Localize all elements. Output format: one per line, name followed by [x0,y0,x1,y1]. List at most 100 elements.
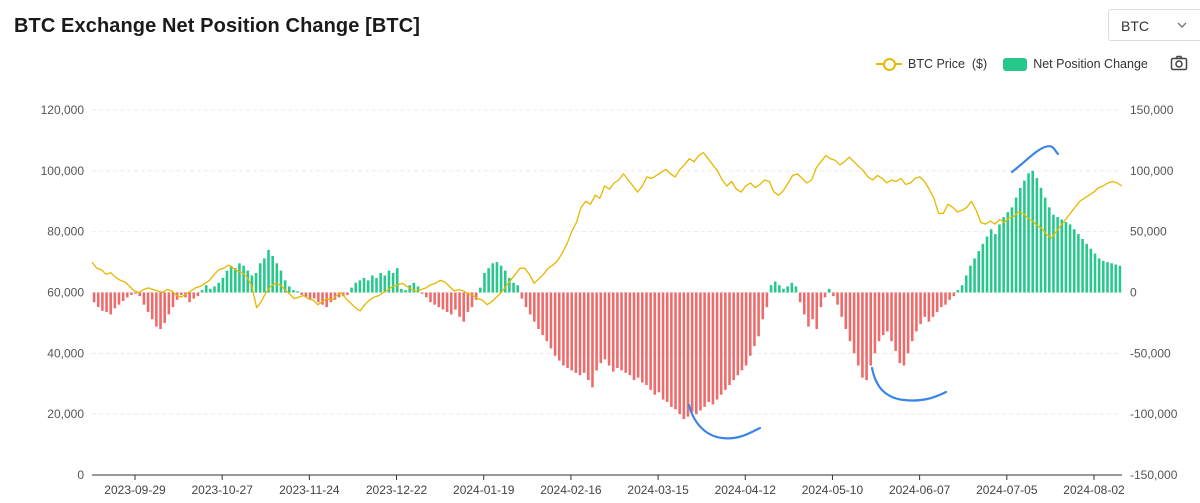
net-position-bar [383,275,387,293]
left-axis-tick-label: 120,000 [41,103,85,117]
net-position-bar [300,292,304,295]
legend-item-net[interactable]: Net Position Change [1003,57,1148,71]
net-position-bar [682,292,686,420]
net-position-bar [915,292,918,332]
net-position-bar [1048,207,1051,293]
net-position-bar [371,275,374,293]
net-position-bar [159,292,162,329]
net-position-bar [437,292,441,308]
net-position-bar [840,292,843,317]
net-position-bar [611,292,615,372]
net-position-bar [420,292,424,294]
net-position-bar [379,273,382,293]
net-position-bar [566,292,569,368]
asset-selector-value: BTC [1121,18,1149,34]
net-position-bar [1056,217,1059,293]
net-position-bar [121,292,125,302]
net-position-bar [744,292,748,366]
net-position-bar [1085,243,1088,293]
net-position-bar [1106,262,1109,293]
legend-label-price: BTC Price ($) [908,57,988,71]
btc-price-line [91,151,1123,312]
net-position-bar [906,292,910,354]
asset-selector[interactable]: BTC [1108,9,1200,41]
net-position-bar [317,292,320,303]
net-position-bar [1081,238,1084,293]
legend-label-net: Net Position Change [1033,57,1148,71]
net-position-bar [312,292,316,299]
net-position-bar [574,292,578,373]
net-position-bar [703,292,706,407]
chevron-down-icon [1175,18,1189,37]
net-position-bar [483,273,486,293]
net-position-bar [275,263,279,293]
x-axis-tick-label: 2023-09-29 [104,483,166,497]
net-position-bar [105,292,108,312]
net-position-bar [765,292,769,308]
net-position-bar [994,234,997,293]
net-position-bar [1027,173,1030,293]
net-position-bar [707,292,711,402]
left-axis-tick-label: 0 [77,468,84,482]
net-position-bar [109,292,112,315]
left-axis-tick-label: 60,000 [47,286,84,300]
net-position-bar [956,290,960,293]
net-position-bar [553,292,557,356]
legend-item-price[interactable]: BTC Price ($) [876,57,987,71]
net-position-bar [641,292,644,383]
net-position-bar [200,290,204,293]
net-position-bar [794,286,798,293]
net-position-bar [229,265,233,293]
net-position-bar [836,292,839,305]
net-position-bar [321,292,324,305]
legend-swatch-net [1003,57,1028,71]
net-position-bar [1097,258,1101,293]
net-position-bar [412,282,416,293]
net-position-bar [325,292,328,308]
net-position-bar [246,270,250,293]
net-position-bar [861,292,864,378]
net-position-bar [1060,219,1064,293]
net-position-bar [271,256,274,293]
net-position-bar [690,292,694,412]
camera-icon[interactable] [1170,55,1188,76]
net-position-bar [163,292,166,323]
net-position-bar [1072,229,1076,293]
net-position-bar [632,292,636,381]
net-position-bar [92,292,96,303]
net-position-bar [607,292,611,366]
net-position-bar [591,292,594,388]
net-position-bar [1010,207,1014,293]
net-position-bar [96,292,100,308]
chart-legend: BTC Price ($) Net Position Change [876,54,1164,74]
net-position-bar [732,292,735,381]
net-position-bar [1006,212,1010,293]
net-position-bar [902,292,906,366]
net-position-bar [429,292,432,303]
net-position-bar [454,292,457,310]
net-position-bar [645,292,648,385]
net-position-bar [400,288,403,293]
x-axis-tick-label: 2024-05-10 [802,483,864,497]
net-position-bar [1077,234,1080,293]
net-position-bar [188,292,191,303]
annotation-layer [687,145,1060,440]
net-position-bar [225,270,229,293]
net-position-bar [649,292,652,390]
net-position-bar [134,292,137,294]
right-axis-tick-label: 50,000 [1130,225,1167,239]
net-position-bar [1002,217,1005,293]
net-position-bar [279,270,283,293]
net-position-bar [964,275,968,293]
net-position-bar [815,292,819,329]
net-position-bar [636,292,640,378]
net-position-bar [736,292,740,376]
net-position-bar [213,286,216,293]
x-axis-tick-label: 2024-02-16 [540,483,602,497]
net-position-bar [308,292,312,300]
x-axis-tick-label: 2024-03-15 [627,483,689,497]
net-position-bar [624,292,627,373]
net-position-bar [570,292,573,371]
net-position-bar [217,282,220,293]
net-position-bar [910,292,914,342]
